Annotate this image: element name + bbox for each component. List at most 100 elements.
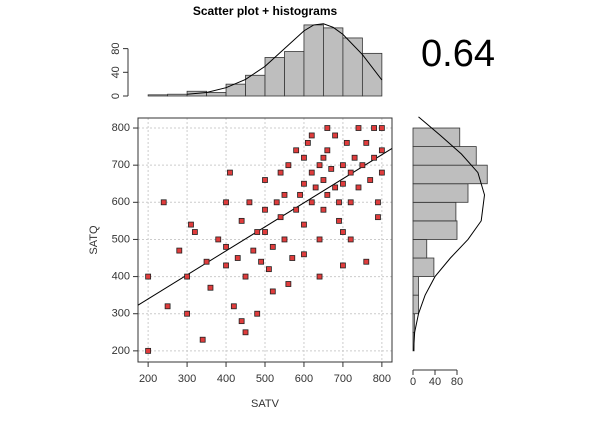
histogram-bar bbox=[361, 52, 383, 97]
point bbox=[340, 180, 346, 187]
point bbox=[238, 217, 245, 224]
point bbox=[262, 229, 268, 235]
y-tick-label: 80 bbox=[110, 42, 122, 54]
point bbox=[281, 236, 288, 243]
x-tick-label: 400 bbox=[217, 373, 235, 385]
point bbox=[308, 199, 315, 206]
point bbox=[230, 303, 237, 310]
point bbox=[164, 303, 171, 310]
histogram-bar bbox=[412, 276, 419, 296]
point bbox=[340, 229, 346, 235]
histogram-bar bbox=[412, 220, 458, 240]
y-tick-label: 400 bbox=[112, 270, 130, 282]
histogram-bar bbox=[412, 257, 435, 277]
x-tick-label: 700 bbox=[334, 373, 352, 385]
point bbox=[363, 139, 370, 146]
histogram-bar bbox=[412, 164, 488, 185]
point bbox=[355, 184, 362, 191]
point bbox=[332, 184, 339, 191]
point bbox=[332, 132, 339, 139]
x-tick-label: 200 bbox=[139, 373, 157, 385]
point bbox=[347, 199, 354, 206]
point bbox=[223, 243, 229, 250]
point bbox=[184, 310, 190, 317]
point bbox=[355, 125, 362, 131]
point bbox=[340, 162, 346, 169]
histogram-bar bbox=[284, 51, 305, 97]
y-tick-label: 40 bbox=[110, 66, 122, 78]
point bbox=[289, 255, 296, 261]
y-tick-label: 500 bbox=[112, 233, 130, 245]
point bbox=[160, 199, 167, 206]
x-tick-label: 600 bbox=[295, 373, 313, 385]
x-axis-label: SATV bbox=[251, 398, 280, 410]
y-axis-label: SATQ bbox=[88, 225, 100, 255]
point bbox=[375, 199, 381, 206]
point bbox=[340, 262, 346, 269]
x-tick-label: 500 bbox=[256, 373, 274, 385]
point bbox=[301, 180, 307, 187]
point bbox=[351, 154, 358, 161]
histogram-bar bbox=[412, 201, 457, 222]
histogram-bar bbox=[412, 146, 477, 166]
chart-title: Scatter plot + histograms bbox=[193, 4, 338, 18]
point bbox=[223, 199, 229, 206]
point bbox=[378, 125, 385, 131]
point bbox=[347, 236, 354, 243]
plot-frame bbox=[137, 117, 393, 363]
point bbox=[304, 139, 311, 146]
point bbox=[320, 177, 327, 183]
point bbox=[293, 206, 300, 213]
point bbox=[316, 273, 323, 280]
point bbox=[371, 154, 377, 161]
y-tick-label: 300 bbox=[112, 308, 130, 320]
point bbox=[277, 169, 284, 176]
point bbox=[269, 243, 276, 250]
histogram-bar bbox=[342, 37, 363, 97]
point bbox=[145, 347, 152, 354]
y-tick-label: 800 bbox=[112, 122, 130, 134]
point bbox=[227, 169, 233, 176]
histogram-bar bbox=[167, 93, 188, 97]
point bbox=[371, 125, 377, 131]
point bbox=[324, 147, 331, 154]
histogram-bar bbox=[412, 294, 419, 315]
point bbox=[262, 177, 268, 183]
point bbox=[203, 258, 210, 265]
point bbox=[238, 318, 245, 325]
point bbox=[269, 288, 276, 295]
point bbox=[308, 169, 315, 176]
point bbox=[250, 247, 257, 254]
histogram-bar bbox=[245, 74, 266, 97]
x-tick-label: 80 bbox=[451, 376, 463, 388]
point bbox=[336, 199, 342, 206]
point bbox=[293, 147, 300, 154]
density-curve bbox=[187, 23, 383, 95]
histogram-bar bbox=[303, 24, 324, 97]
point bbox=[242, 273, 249, 280]
point bbox=[258, 258, 265, 265]
point bbox=[184, 273, 190, 280]
point bbox=[363, 258, 370, 265]
histogram-bar bbox=[206, 92, 227, 97]
histogram-bar bbox=[147, 94, 169, 97]
point bbox=[234, 255, 241, 261]
y-tick-label: 700 bbox=[112, 159, 130, 171]
x-tick-label: 300 bbox=[178, 373, 196, 385]
point bbox=[324, 125, 331, 131]
point bbox=[336, 217, 342, 224]
point bbox=[188, 221, 194, 228]
point bbox=[262, 206, 268, 213]
point bbox=[207, 284, 214, 291]
point bbox=[316, 236, 323, 243]
point bbox=[254, 229, 261, 235]
histogram-bar bbox=[323, 27, 344, 97]
point bbox=[254, 310, 261, 317]
point bbox=[328, 165, 335, 172]
histogram-bar bbox=[412, 313, 416, 333]
point bbox=[378, 147, 385, 154]
point bbox=[199, 336, 206, 343]
point bbox=[301, 154, 307, 161]
point bbox=[242, 329, 249, 336]
point bbox=[285, 281, 292, 287]
